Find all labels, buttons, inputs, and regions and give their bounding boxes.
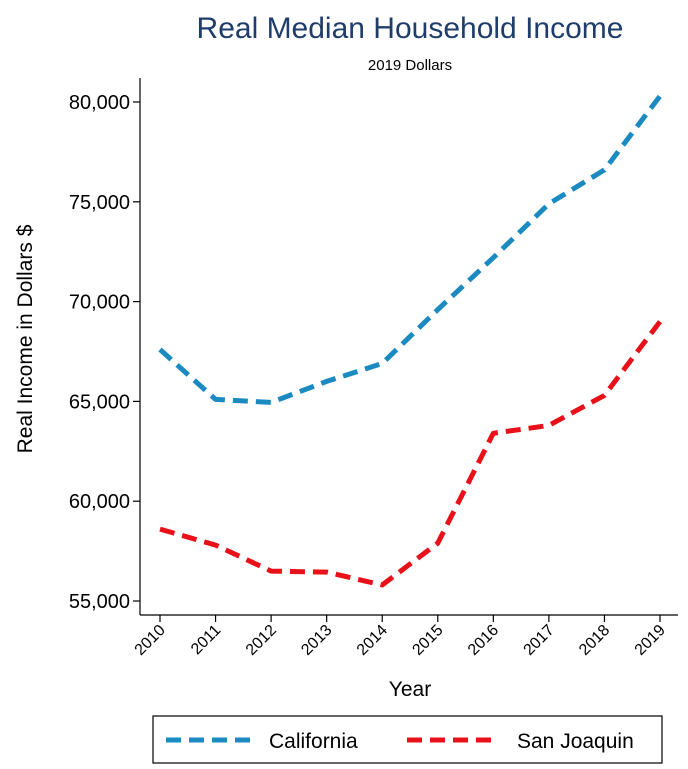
x-tick-label: 2010 bbox=[132, 622, 169, 659]
x-axis-label: Year bbox=[389, 678, 431, 701]
x-tick-label: 2017 bbox=[521, 622, 558, 659]
y-tick-label: 65,000 bbox=[69, 391, 130, 413]
y-axis-label: Real Income in Dollars $ bbox=[14, 224, 37, 453]
y-tick-label: 70,000 bbox=[69, 292, 130, 314]
y-tick-label: 60,000 bbox=[69, 491, 130, 513]
chart-title: Real Median Household Income bbox=[197, 12, 624, 45]
x-tick-label: 2019 bbox=[632, 622, 669, 659]
y-tick-label: 55,000 bbox=[69, 591, 130, 613]
x-tick-label: 2012 bbox=[243, 622, 280, 659]
legend-label-california: California bbox=[269, 730, 358, 753]
legend-label-san-joaquin: San Joaquin bbox=[517, 730, 634, 753]
x-tick-label: 2011 bbox=[188, 622, 224, 658]
series-line-san-joaquin bbox=[159, 320, 662, 588]
x-tick-label: 2014 bbox=[354, 622, 391, 659]
x-axis-ticks: 2010 2011 2012 2013 2014 2015 2016 2017 2018 2019 bbox=[132, 615, 669, 659]
x-tick-label: 2016 bbox=[465, 622, 502, 659]
x-tick-label: 2015 bbox=[409, 622, 446, 659]
x-tick-label: 2018 bbox=[576, 622, 613, 659]
series-lines bbox=[158, 94, 662, 588]
legend: California San Joaquin bbox=[152, 715, 663, 764]
x-tick-label: 2013 bbox=[298, 622, 335, 659]
y-tick-label: 75,000 bbox=[69, 192, 130, 214]
series-line-california bbox=[158, 94, 662, 405]
chart-subtitle: 2019 Dollars bbox=[368, 57, 452, 74]
y-tick-label: 80,000 bbox=[69, 92, 130, 114]
y-axis-ticks: 55,000 60,000 65,000 70,000 75,000 80,000 bbox=[69, 92, 140, 613]
